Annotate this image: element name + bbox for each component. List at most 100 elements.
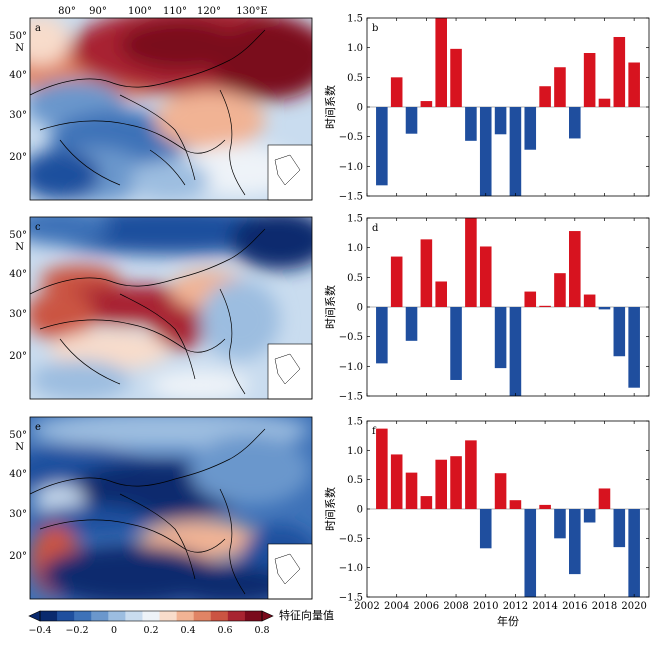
y-tick-label: −0.5 <box>339 132 363 143</box>
colorbar-arrow-left <box>28 610 41 622</box>
bar <box>420 101 433 107</box>
bar <box>509 107 522 196</box>
bar <box>569 509 581 575</box>
lat-label: 40° <box>9 70 27 81</box>
bar <box>613 509 626 548</box>
bar <box>539 504 551 509</box>
map-borders <box>29 29 266 196</box>
bar-chart-f: −1.5 −1.0 −0.5 0 0.5 1.0 1.5 2002 2004 2006 2008 20… <box>324 417 650 628</box>
lon-label: 110° <box>163 6 187 17</box>
bar <box>583 53 596 107</box>
map-panel-a: a 50° N 40° 30° 20° <box>9 17 313 201</box>
bar <box>598 307 611 310</box>
lat-label: N <box>15 242 24 253</box>
x-tick-label: 2012 <box>503 601 528 612</box>
colorbar-swatch <box>40 611 58 621</box>
x-tick-label: 2002 <box>354 601 379 612</box>
bar <box>613 36 626 108</box>
y-tick-label: 1.5 <box>347 14 363 25</box>
map-frame <box>29 17 313 201</box>
bar <box>583 294 596 307</box>
colorbar-swatch <box>125 611 143 621</box>
colorbar-swatch <box>210 611 229 621</box>
y-tick-label: −1.5 <box>339 392 363 403</box>
bar <box>524 291 537 307</box>
y-axis-label: 时间系数 <box>324 85 337 129</box>
colorbar-swatch <box>193 611 212 621</box>
bar <box>554 509 566 539</box>
colorbar-label: 特征向量值 <box>279 608 334 622</box>
colorbar-swatch <box>227 611 246 621</box>
lat-label: 30° <box>9 309 27 320</box>
lat-label: 40° <box>9 469 27 480</box>
y-tick-label: −1.5 <box>339 593 363 604</box>
colorbar-tick-label: 0 <box>111 625 117 636</box>
map-panel-e: e 50° N 40° 30° 20° <box>9 416 313 600</box>
x-axis-label: 年份 <box>497 614 519 628</box>
y-tick-label: −1.5 <box>339 192 363 203</box>
bar <box>435 281 447 307</box>
colorbar-tick-label: 0.4 <box>180 625 195 636</box>
bar <box>628 62 640 107</box>
lat-label: 20° <box>9 351 27 362</box>
bar <box>613 307 626 357</box>
bar-chart-b: −1.5 −1.0 −0.5 0 0.5 1.0 1.5 b 时间系数 <box>324 14 650 203</box>
y-tick-label: 0.5 <box>347 73 363 84</box>
bar <box>465 440 477 509</box>
lat-labels: 50° N 40° 30° 20° <box>9 230 27 362</box>
y-tick-label: 0.5 <box>347 273 363 284</box>
bar-chart-d: −1.5 −1.0 −0.5 0 0.5 1.0 1.5 d 时间系数 <box>324 214 650 403</box>
lat-label: 50° <box>9 230 27 241</box>
x-tick-label: 2014 <box>532 601 557 612</box>
bar <box>450 48 462 107</box>
bar <box>494 307 507 369</box>
y-tick-label: 1.5 <box>347 214 363 225</box>
colorbar-tick-label: −0.2 <box>65 625 88 636</box>
bar <box>509 500 522 509</box>
panel-letter: c <box>35 222 41 233</box>
bar <box>405 307 418 341</box>
colorbar-tick-label: 0.2 <box>143 625 158 636</box>
lat-labels: 50° N 40° 30° 20° <box>9 430 27 562</box>
colorbar-swatch <box>159 611 178 621</box>
lat-label: N <box>15 442 24 453</box>
bar <box>390 454 403 509</box>
map-borders <box>29 428 266 595</box>
bar <box>435 459 447 509</box>
x-tick-label: 2020 <box>621 601 646 612</box>
bar <box>376 307 388 364</box>
bar <box>376 428 388 509</box>
lat-label: 30° <box>9 509 27 520</box>
lat-label: 50° <box>9 31 27 42</box>
bar <box>479 509 492 549</box>
lat-label: 20° <box>9 551 27 562</box>
colorbar-swatch <box>142 611 161 621</box>
bar <box>554 273 566 307</box>
bar <box>390 77 403 107</box>
colorbar-tick-label: 0.6 <box>217 625 232 636</box>
lat-label: 20° <box>9 152 27 163</box>
y-tick-label: −0.5 <box>339 534 363 545</box>
lon-label: 120° <box>197 6 221 17</box>
y-tick-label: 0 <box>357 505 363 516</box>
x-tick-label: 2008 <box>443 601 468 612</box>
y-tick-label: 0 <box>357 103 363 114</box>
x-tick-label: 2006 <box>414 601 439 612</box>
y-tick-label: 1.5 <box>347 417 363 428</box>
bar <box>420 239 433 307</box>
bar <box>509 307 522 396</box>
bar <box>554 67 566 107</box>
x-tick-label: 2018 <box>592 601 617 612</box>
y-tick-label: 0.5 <box>347 475 363 486</box>
y-tick-label: 1.0 <box>347 43 363 54</box>
y-axis-label: 时间系数 <box>324 487 337 531</box>
y-tick-label: −1.0 <box>339 162 363 173</box>
x-tick-label: 2016 <box>562 601 587 612</box>
y-tick-label: 1.0 <box>347 446 363 457</box>
bar <box>390 256 403 307</box>
bar <box>628 509 640 597</box>
map-borders <box>29 228 266 395</box>
colorbar: −0.4 −0.2 0 0.2 0.4 0.6 0.8 <box>28 610 274 636</box>
lon-label: 90° <box>89 6 107 17</box>
